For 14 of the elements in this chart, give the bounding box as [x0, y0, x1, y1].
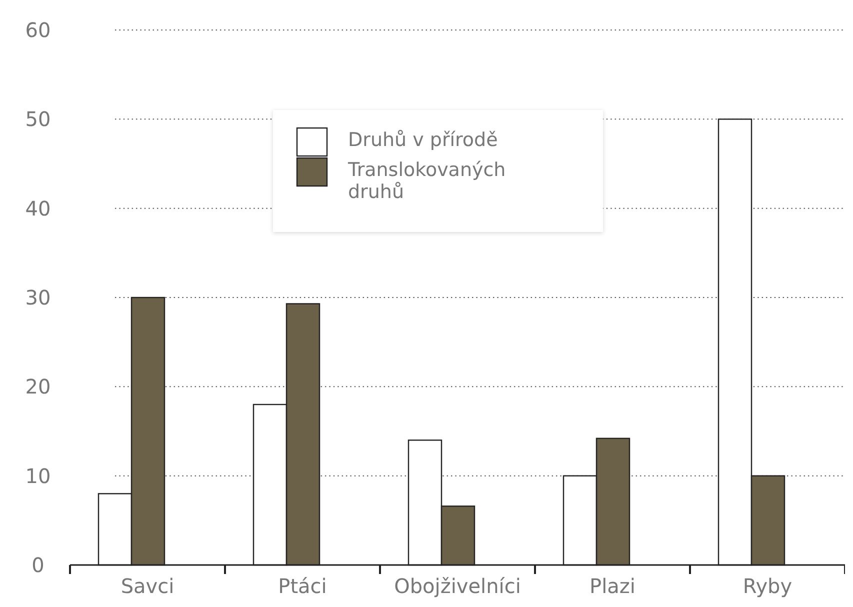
- y-tick-label: 0: [32, 553, 44, 577]
- x-tick-label: Ptáci: [278, 574, 327, 598]
- x-tick-label: Plazi: [590, 574, 636, 598]
- y-tick-label: 20: [25, 374, 51, 399]
- y-tick-label: 10: [25, 464, 51, 488]
- y-tick-label: 50: [25, 107, 51, 132]
- x-tick-label: Obojživelníci: [394, 574, 521, 598]
- x-tick-label: Ryby: [742, 574, 792, 598]
- y-tick-label: 40: [25, 196, 51, 220]
- x-tick-label: Savci: [120, 574, 174, 598]
- y-tick-label: 30: [25, 286, 51, 310]
- y-tick-label: 60: [25, 18, 51, 42]
- legend-label: Translokovaných druhů: [347, 159, 506, 203]
- legend-label: Druhů v přírodě: [348, 129, 498, 151]
